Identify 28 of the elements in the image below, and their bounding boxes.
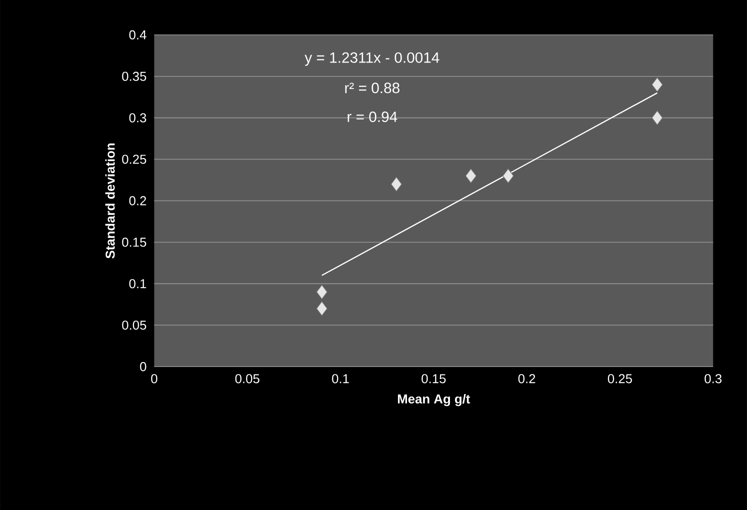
x-tick-label: 0.2 bbox=[518, 374, 536, 384]
x-tick-label: 0 bbox=[151, 374, 158, 384]
annotation: y = 1.2311x - 0.0014 bbox=[304, 52, 440, 66]
point bbox=[652, 77, 663, 92]
point bbox=[390, 176, 402, 192]
y-tick-label: 0.4 bbox=[129, 30, 146, 40]
x-axis-title: Mean Ag g/t bbox=[398, 394, 470, 406]
point bbox=[316, 301, 328, 316]
y-tick-label: 0.2 bbox=[129, 196, 146, 206]
x-tick-label: 0.3 bbox=[704, 374, 722, 384]
y-tick-label: 0.15 bbox=[122, 238, 146, 247]
annotation: r = 0.94 bbox=[348, 111, 398, 122]
y-axis-title: Standard deviation bbox=[105, 143, 115, 258]
point bbox=[502, 168, 514, 184]
y-tick-label: 0 bbox=[140, 362, 146, 372]
annotation: r² = 0.88 bbox=[345, 82, 400, 94]
y-tick-label: 0.3 bbox=[129, 113, 146, 122]
x-tick-label: 0.05 bbox=[235, 374, 260, 384]
y-tick-label: 0.35 bbox=[122, 72, 146, 81]
point bbox=[465, 168, 476, 184]
x-tick-label: 0.1 bbox=[332, 374, 349, 384]
point bbox=[316, 284, 328, 300]
x-tick-label: 0.25 bbox=[608, 374, 632, 384]
y-tick-label: 0.05 bbox=[122, 320, 146, 330]
x-tick-label: 0.15 bbox=[422, 374, 446, 384]
y-tick-label: 0.1 bbox=[129, 279, 146, 288]
point bbox=[652, 110, 663, 126]
y-tick-label: 0.25 bbox=[122, 154, 146, 164]
